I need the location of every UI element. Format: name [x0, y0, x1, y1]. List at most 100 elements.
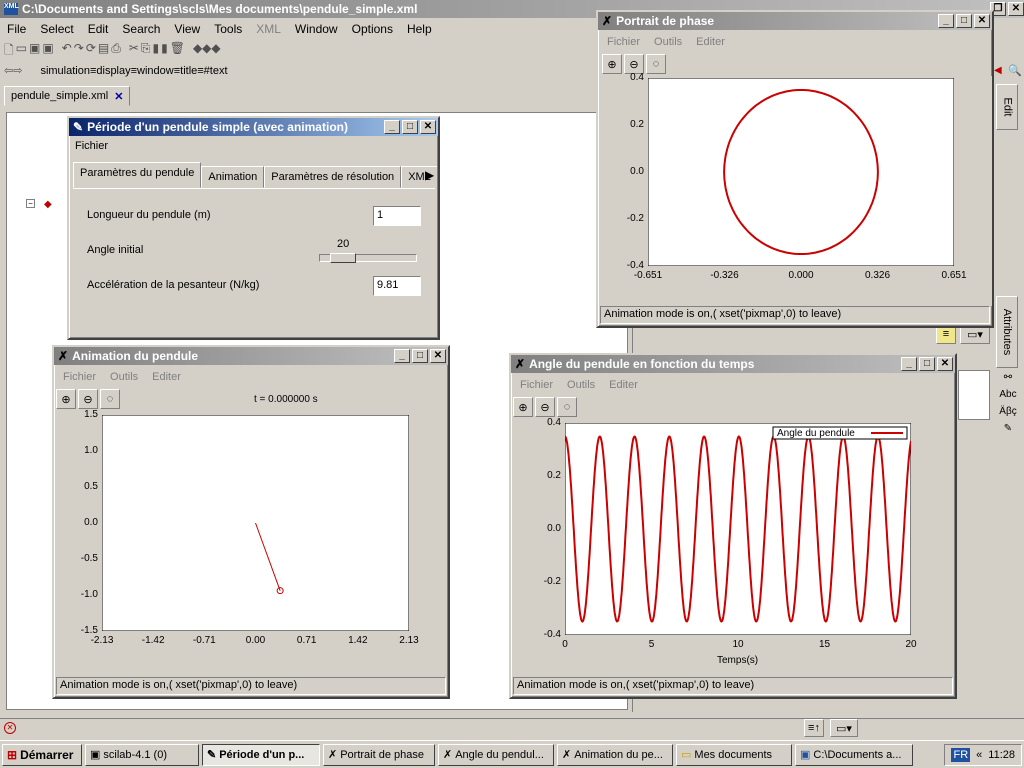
tab-scroll-right-icon[interactable]: ▶	[425, 168, 435, 182]
close-tab-icon[interactable]: ✕	[114, 90, 124, 103]
rotate-icon[interactable]: ◌	[557, 397, 577, 417]
menu-search[interactable]: Search	[122, 22, 161, 36]
edit-doc-icon[interactable]: ✎	[1003, 423, 1013, 434]
tree-collapse-icon[interactable]: −	[26, 199, 35, 208]
lang-indicator[interactable]: FR	[951, 748, 971, 762]
dialog-maximize-button[interactable]: □	[402, 120, 418, 134]
task-scilab[interactable]: ▣ scilab-4.1 (0)	[85, 743, 199, 766]
menu-edit[interactable]: Edit	[87, 22, 109, 36]
zoom-out-icon[interactable]: ⊖	[535, 397, 555, 417]
phase-minimize-button[interactable]: _	[938, 14, 954, 28]
paste-icon[interactable]: ▮	[152, 41, 160, 55]
rotate-icon[interactable]: ◌	[100, 389, 120, 409]
phase-menu-outils[interactable]: Outils	[654, 36, 683, 48]
task-periode[interactable]: ✎ Période d'un p...	[202, 743, 320, 766]
nav-back-icon[interactable]: ⇦⇨	[4, 65, 23, 77]
tab-parametres-pendule[interactable]: Paramètres du pendule	[73, 162, 202, 188]
task-animation[interactable]: ✗ Animation du pe...	[557, 743, 673, 766]
save-all-icon[interactable]: ▣	[42, 41, 54, 55]
paste2-icon[interactable]: ▮	[161, 41, 168, 55]
anim-menu-editer[interactable]: Editer	[152, 371, 181, 383]
menu-select[interactable]: Select	[40, 22, 74, 36]
task-portrait[interactable]: ✗ Portrait de phase	[323, 743, 435, 766]
dialog-minimize-button[interactable]: _	[384, 120, 400, 134]
folder-tool-icon[interactable]: ▭▾	[830, 719, 858, 737]
main-close-button[interactable]: ✕	[1008, 2, 1024, 16]
spell-check-icon[interactable]: Äβç	[999, 406, 1017, 417]
task-mes-documents[interactable]: ▭ Mes documents	[676, 743, 792, 766]
open-icon[interactable]: ▭	[15, 41, 27, 55]
zoom-out-icon[interactable]: ⊖	[78, 389, 98, 409]
main-restore-button[interactable]: ❐	[990, 2, 1006, 16]
print-icon[interactable]: ⎙	[111, 41, 121, 55]
dialog-menu-fichier[interactable]: Fichier	[75, 140, 109, 152]
angle-title-bar[interactable]: ✗ Angle du pendule en fonction du temps …	[511, 355, 955, 373]
angle-slider-thumb[interactable]	[330, 253, 356, 263]
anim-maximize-button[interactable]: □	[412, 349, 428, 363]
menu-tools[interactable]: Tools	[214, 22, 243, 36]
validate-icon[interactable]: ▤	[97, 41, 110, 55]
refresh-icon[interactable]: ⟳	[85, 41, 96, 55]
cut-icon[interactable]: ✂	[128, 41, 139, 55]
doc-tab[interactable]: pendule_simple.xml ✕	[4, 86, 131, 106]
status-stop-icon[interactable]: ✕	[4, 722, 16, 734]
abc-icon[interactable]: Abc	[999, 389, 1017, 400]
zoom-in-icon[interactable]: ⊕	[513, 397, 533, 417]
side-tab-edit-label: Edit	[1001, 97, 1013, 117]
phase-title-bar[interactable]: ✗ Portrait de phase _ □ ✕	[598, 12, 992, 30]
angle-minimize-button[interactable]: _	[901, 357, 917, 371]
angle-menu-editer[interactable]: Editer	[609, 379, 638, 391]
anim-menu-fichier[interactable]: Fichier	[63, 371, 97, 383]
tab-xml[interactable]: XML	[401, 166, 437, 188]
task-angle[interactable]: ✗ Angle du pendul...	[438, 743, 554, 766]
anim-menu-outils[interactable]: Outils	[110, 371, 139, 383]
phase-maximize-button[interactable]: □	[956, 14, 972, 28]
side-tab-edit[interactable]: Edit	[996, 84, 1018, 130]
delete-icon[interactable]: 🗑	[169, 41, 185, 55]
anim-close-button[interactable]: ✕	[430, 349, 446, 363]
tray-expand-icon[interactable]: «	[976, 749, 983, 761]
anim-minimize-button[interactable]: _	[394, 349, 410, 363]
save-icon[interactable]: ▣	[29, 41, 41, 55]
redo-icon[interactable]: ↷	[73, 41, 84, 55]
rotate-icon[interactable]: ◌	[646, 54, 666, 74]
close-red-icon[interactable]: ◀	[994, 65, 1002, 76]
zoom-in-icon[interactable]: ⊕	[602, 54, 622, 74]
find-icon[interactable]: 🔍	[1008, 65, 1022, 77]
zoom-in-icon[interactable]: ⊕	[56, 389, 76, 409]
zoom-out-icon[interactable]: ⊖	[624, 54, 644, 74]
phase-menu-fichier[interactable]: Fichier	[607, 36, 641, 48]
attr-grid[interactable]	[958, 370, 990, 420]
phase-close-button[interactable]: ✕	[974, 14, 990, 28]
copy-icon[interactable]: ⎘	[140, 41, 151, 55]
undo-icon[interactable]: ↶	[61, 41, 72, 55]
task-xml-editor[interactable]: ▣ C:\Documents a...	[795, 743, 913, 766]
menu-view[interactable]: View	[174, 22, 201, 36]
angle-maximize-button[interactable]: □	[919, 357, 935, 371]
gravity-input[interactable]: 9.81	[373, 276, 421, 296]
tab-animation[interactable]: Animation	[201, 166, 265, 188]
tab-parametres-resolution[interactable]: Paramètres de résolution	[264, 166, 402, 188]
sort-icon[interactable]: ≡↑	[804, 719, 824, 737]
length-input[interactable]: 1	[373, 206, 421, 226]
angle-menu-outils[interactable]: Outils	[567, 379, 596, 391]
path-text[interactable]: simulation≡display≡window≡title≡#text	[40, 64, 228, 77]
side-tab-attributes[interactable]: Attributes	[996, 296, 1018, 368]
menu-window[interactable]: Window	[294, 22, 338, 36]
clock: 11:28	[988, 749, 1015, 761]
start-button[interactable]: ⊞ Démarrer	[2, 743, 82, 766]
menu-options[interactable]: Options	[351, 22, 393, 36]
binoculars-icon[interactable]: ⚯	[1003, 372, 1013, 383]
phase-menu-editer[interactable]: Editer	[696, 36, 725, 48]
new-file-icon[interactable]: 🗋	[4, 43, 14, 57]
angle-close-button[interactable]: ✕	[937, 357, 953, 371]
angle-menu-fichier[interactable]: Fichier	[520, 379, 554, 391]
node-icon[interactable]: ◆◆◆	[192, 41, 221, 55]
menu-help[interactable]: Help	[406, 22, 432, 36]
dialog-title-bar[interactable]: ✎ Période d'un pendule simple (avec anim…	[69, 118, 438, 136]
menu-file[interactable]: File	[7, 22, 27, 36]
angle-slider[interactable]	[319, 253, 417, 263]
menu-xml[interactable]: XML	[256, 22, 281, 36]
anim-title-bar[interactable]: ✗ Animation du pendule _ □ ✕	[54, 347, 448, 365]
dialog-close-button[interactable]: ✕	[420, 120, 436, 134]
